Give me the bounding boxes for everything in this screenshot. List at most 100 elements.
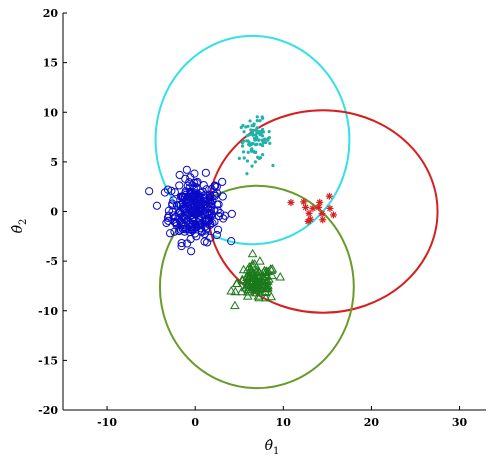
y-axis-label: θ̂2: [10, 219, 29, 234]
data-point-circle: [183, 239, 192, 248]
data-point-triangle: [266, 265, 277, 274]
data-point-circle: [173, 201, 182, 210]
y-tick-label: -15: [38, 354, 58, 367]
data-point-circle: [181, 225, 190, 234]
data-point-dot: [242, 156, 246, 160]
data-point-dot: [253, 143, 258, 147]
data-point-dot: [271, 163, 275, 168]
data-point-circle: [177, 238, 186, 248]
data-point-triangle: [254, 292, 264, 302]
x-tick-label: 0: [191, 416, 199, 429]
data-point-dot: [261, 116, 265, 120]
data-point-circle: [164, 211, 173, 220]
data-point-dot: [246, 150, 250, 154]
data-point-circle: [188, 202, 197, 211]
data-point-dot: [246, 139, 250, 143]
data-point-circle: [213, 189, 222, 198]
data-point-triangle: [247, 261, 258, 270]
data-point-circle: [200, 229, 209, 239]
data-point-circle: [210, 181, 219, 190]
data-point-circle: [185, 227, 195, 237]
data-point-star: [306, 215, 314, 223]
data-point-dot: [244, 125, 248, 129]
data-point-circle: [164, 216, 173, 225]
data-point-circle: [188, 181, 197, 190]
data-point-triangle: [230, 286, 241, 296]
data-point-triangle: [275, 271, 286, 281]
data-point-dot: [250, 123, 254, 128]
data-point-star: [300, 198, 308, 206]
data-point-triangle: [261, 266, 272, 276]
data-point-circle: [172, 218, 181, 227]
data-point-triangle: [266, 291, 277, 301]
data-point-dot: [267, 129, 271, 134]
data-point-star: [318, 210, 326, 218]
data-point-circle: [207, 199, 216, 208]
data-point-dot: [247, 133, 251, 137]
data-point-circle: [179, 220, 188, 229]
data-point-triangle: [242, 291, 253, 300]
data-point-triangle: [247, 248, 258, 258]
data-point-triangle: [260, 287, 271, 297]
data-point-dot: [250, 131, 255, 135]
data-point-star: [305, 209, 313, 217]
data-point-triangle: [255, 256, 265, 265]
data-point-star: [326, 204, 334, 212]
y-tick-label: 0: [50, 206, 58, 219]
data-point-circle: [213, 206, 222, 215]
x-tick-label: 20: [364, 416, 380, 429]
data-point-dot: [250, 164, 254, 168]
data-point-dot: [255, 115, 259, 119]
data-point-dot: [253, 160, 257, 164]
y-tick-label: 20: [43, 7, 59, 20]
data-point-triangle: [241, 276, 252, 286]
data-point-dot: [261, 141, 266, 145]
data-point-circle: [191, 220, 200, 229]
data-point-circle: [202, 224, 211, 233]
data-point-dot: [258, 119, 262, 123]
data-point-dot: [248, 119, 252, 123]
data-point-circle: [152, 201, 162, 210]
y-tick-label: -5: [46, 255, 58, 268]
data-point-triangle: [236, 286, 247, 296]
data-point-circle: [214, 211, 224, 221]
data-point-dot: [261, 152, 265, 157]
data-point-circle: [218, 192, 227, 201]
data-point-triangle: [243, 284, 254, 294]
data-point-circle: [196, 203, 206, 212]
data-point-circle: [213, 225, 223, 234]
data-point-triangle: [238, 264, 249, 274]
data-point-dot: [267, 135, 271, 140]
data-point-star: [302, 203, 310, 211]
data-point-dot: [242, 130, 246, 134]
data-point-circle: [187, 247, 196, 256]
data-point-triangle: [249, 283, 260, 292]
data-point-triangle: [261, 271, 272, 280]
data-point-triangle: [226, 286, 237, 295]
data-point-dot: [259, 132, 263, 137]
data-point-dot: [241, 150, 246, 154]
data-point-star: [330, 211, 338, 219]
data-point-triangle: [247, 259, 258, 268]
data-points: [145, 115, 338, 310]
data-point-circle: [227, 237, 236, 246]
data-point-circle: [167, 186, 176, 195]
data-point-dot: [257, 156, 261, 160]
data-point-circle: [190, 169, 199, 178]
data-point-triangle: [263, 280, 273, 289]
data-point-circle: [163, 185, 173, 194]
data-point-circle: [175, 170, 184, 180]
data-point-dot: [248, 143, 252, 147]
data-point-dot: [258, 142, 263, 147]
data-point-triangle: [250, 272, 261, 282]
data-point-circle: [212, 230, 221, 240]
x-tick-label: -10: [97, 416, 117, 429]
data-point-circle: [213, 200, 222, 209]
data-point-circle: [179, 205, 188, 214]
data-point-star: [315, 203, 323, 211]
data-point-circle: [175, 181, 184, 190]
data-point-dot: [260, 127, 265, 132]
data-point-triangle: [252, 283, 262, 293]
y-tick-label: -20: [38, 404, 58, 417]
data-point-triangle: [242, 279, 253, 289]
